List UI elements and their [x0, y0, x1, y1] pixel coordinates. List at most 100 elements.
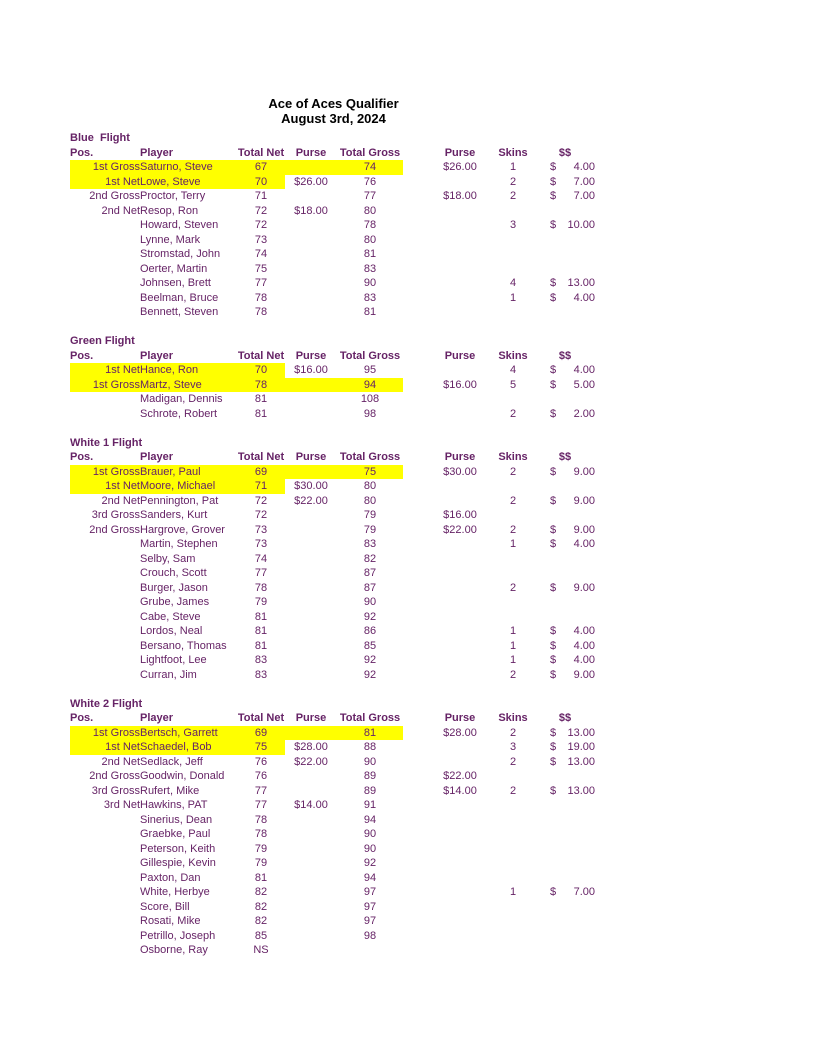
cell-position	[70, 262, 140, 277]
table-row: Bennett, Steven 78 81	[70, 305, 597, 320]
cell-skins	[493, 204, 533, 219]
cell-player-name: Stromstad, John	[140, 248, 221, 260]
cell-total-gross: 108	[360, 393, 380, 405]
cell-purse-gross	[427, 581, 493, 596]
cell-spacer	[403, 943, 427, 958]
cell-winnings: $13.00	[533, 784, 597, 799]
cell-player-name: Proctor, Terry	[140, 190, 206, 202]
cell-total-net: 71	[254, 190, 268, 202]
cell-spacer	[403, 392, 427, 407]
table-row: 1st Gross Saturno, Steve 67 74 $26.00 1 …	[70, 160, 597, 175]
col-header-skins: Skins	[498, 146, 528, 159]
table-row: Oerter, Martin 75 83	[70, 262, 597, 277]
cell-purse-gross	[427, 755, 493, 770]
cell-player-name: Grube, James	[140, 596, 210, 608]
dollar-sign: $	[550, 190, 557, 202]
table-row: 2nd Gross Hargrove, Grover 73 79 $22.00 …	[70, 523, 597, 538]
cell-total-net: 72	[254, 494, 268, 507]
cell-purse-net: $22.00	[294, 494, 328, 507]
cell-total-gross: 90	[363, 842, 377, 855]
cell-skins: 1	[509, 654, 517, 666]
winnings-amount: 4.00	[573, 654, 595, 666]
cell-purse-net	[285, 914, 337, 929]
winnings-amount: 9.00	[573, 523, 595, 536]
cell-player-name: Resop, Ron	[140, 204, 199, 217]
dollar-sign: $	[550, 755, 557, 768]
cell-spacer	[403, 900, 427, 915]
cell-spacer	[403, 668, 427, 683]
cell-total-net: 77	[254, 799, 268, 811]
cell-total-gross: 95	[363, 364, 377, 376]
cell-purse-net	[285, 523, 337, 538]
col-header-total-net: Total Net	[237, 349, 285, 362]
cell-player-name: Graebke, Paul	[140, 828, 211, 840]
cell-purse-gross	[427, 914, 493, 929]
cell-player-name: Hawkins, PAT	[140, 799, 208, 811]
col-header-pos: Pos.	[70, 349, 94, 362]
dollar-sign: $	[550, 161, 557, 173]
table-header-row: Pos. Player Total Net Purse Total Gross …	[70, 711, 597, 726]
cell-purse-net	[285, 900, 337, 915]
cell-winnings	[533, 914, 597, 929]
table-row: Stromstad, John 74 81	[70, 247, 597, 262]
cell-spacer	[403, 494, 427, 509]
cell-player-name: Bersano, Thomas	[140, 639, 227, 652]
cell-skins: 3	[509, 741, 517, 753]
cell-purse-net	[285, 885, 337, 900]
table-row: Crouch, Scott 77 87	[70, 566, 597, 581]
col-header-spacer	[403, 146, 427, 161]
cell-position: 2nd Gross	[89, 770, 140, 782]
cell-winnings: $4.00	[533, 537, 597, 552]
col-header-pos: Pos.	[70, 451, 94, 463]
col-header-purse-net: Purse	[295, 349, 327, 362]
cell-purse-net	[285, 305, 337, 320]
col-header-purse-gross: Purse	[444, 349, 476, 362]
cell-total-net: 78	[254, 813, 268, 826]
dollar-sign: $	[550, 291, 557, 304]
cell-skins: 4	[509, 364, 517, 376]
cell-purse-net	[285, 581, 337, 596]
cell-player-name: Rosati, Mike	[140, 915, 201, 927]
cell-winnings	[533, 233, 597, 248]
col-header-player: Player	[140, 451, 174, 463]
cell-winnings	[533, 842, 597, 857]
col-header-total-gross: Total Gross	[339, 451, 401, 463]
cell-purse-gross: $30.00	[443, 465, 477, 478]
cell-total-net: 81	[254, 625, 268, 637]
cell-total-net: 72	[254, 509, 268, 521]
cell-purse-gross	[427, 639, 493, 654]
table-row: Gillespie, Kevin 79 92	[70, 856, 597, 871]
col-header-winnings: $$	[558, 451, 572, 463]
cell-skins	[493, 813, 533, 828]
cell-purse-net	[285, 189, 337, 204]
col-header-winnings: $$	[558, 349, 572, 362]
cell-skins	[493, 233, 533, 248]
cell-winnings: $10.00	[533, 218, 597, 233]
cell-skins	[493, 900, 533, 915]
col-header-spacer	[403, 349, 427, 364]
cell-purse-gross	[427, 668, 493, 683]
cell-spacer	[403, 218, 427, 233]
cell-total-gross: 89	[363, 784, 377, 797]
cell-total-gross: 92	[363, 857, 377, 869]
cell-skins	[493, 566, 533, 581]
cell-player-name: Schrote, Robert	[140, 407, 218, 420]
table-row: Grube, James 79 90	[70, 595, 597, 610]
cell-player-name: Curran, Jim	[140, 668, 197, 681]
winnings-amount: 13.00	[567, 726, 595, 739]
cell-position	[70, 827, 140, 842]
cell-skins: 1	[509, 886, 517, 898]
winnings-amount: 4.00	[573, 161, 595, 173]
cell-winnings	[533, 769, 597, 784]
cell-winnings: $7.00	[533, 885, 597, 900]
cell-total-gross: 77	[363, 190, 377, 202]
flight-title: White 2 Flight	[70, 697, 143, 710]
cell-skins	[493, 595, 533, 610]
cell-total-gross: 79	[363, 509, 377, 521]
flight-section: White 2 Flight Pos. Player Total Net Pur…	[70, 697, 597, 958]
cell-total-net: 74	[254, 552, 268, 565]
cell-total-net: 67	[237, 160, 285, 175]
cell-total-net: 78	[254, 306, 268, 318]
cell-winnings	[533, 595, 597, 610]
cell-skins	[493, 769, 533, 784]
